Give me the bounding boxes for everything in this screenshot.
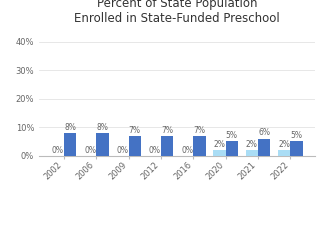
- Title: Percent of State Population
Enrolled in State-Funded Preschool: Percent of State Population Enrolled in …: [74, 0, 280, 25]
- Bar: [214, 150, 226, 156]
- Bar: [291, 142, 303, 156]
- Text: 0%: 0%: [149, 146, 161, 155]
- Text: 2%: 2%: [214, 140, 226, 149]
- Text: 7%: 7%: [129, 126, 141, 135]
- Text: 6%: 6%: [258, 128, 270, 137]
- Bar: [96, 133, 109, 156]
- Text: 8%: 8%: [64, 123, 76, 132]
- Bar: [278, 150, 291, 156]
- Text: 2%: 2%: [246, 140, 258, 149]
- Text: 0%: 0%: [52, 146, 64, 155]
- Bar: [258, 139, 270, 156]
- Legend: 3-year-olds, 4-year-olds: 3-year-olds, 4-year-olds: [102, 227, 253, 229]
- Bar: [161, 136, 173, 156]
- Text: 0%: 0%: [181, 146, 193, 155]
- Text: 5%: 5%: [291, 131, 303, 140]
- Text: 2%: 2%: [278, 140, 290, 149]
- Text: 0%: 0%: [84, 146, 96, 155]
- Bar: [64, 133, 76, 156]
- Text: 5%: 5%: [226, 131, 238, 140]
- Bar: [193, 136, 206, 156]
- Text: 7%: 7%: [161, 126, 173, 135]
- Text: 7%: 7%: [193, 126, 205, 135]
- Bar: [226, 142, 238, 156]
- Text: 0%: 0%: [116, 146, 128, 155]
- Text: 8%: 8%: [97, 123, 108, 132]
- Bar: [129, 136, 141, 156]
- Bar: [246, 150, 258, 156]
